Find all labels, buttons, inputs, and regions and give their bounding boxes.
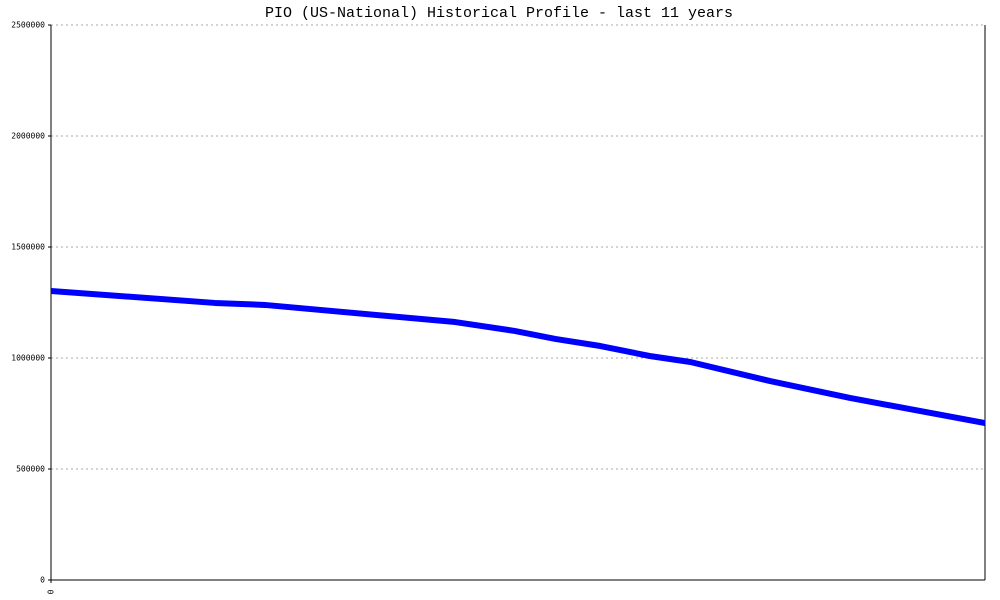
y-tick-label: 2500000 [11, 21, 45, 30]
x-tick-label: 0 [47, 589, 56, 594]
y-tick-label: 1500000 [11, 243, 45, 252]
y-tick-label: 2000000 [11, 132, 45, 141]
y-tick-label: 1000000 [11, 354, 45, 363]
y-tick-label: 500000 [16, 465, 45, 474]
chart-title: PIO (US-National) Historical Profile - l… [265, 5, 733, 22]
data-line [50, 287, 986, 426]
y-tick-label: 0 [40, 576, 45, 585]
